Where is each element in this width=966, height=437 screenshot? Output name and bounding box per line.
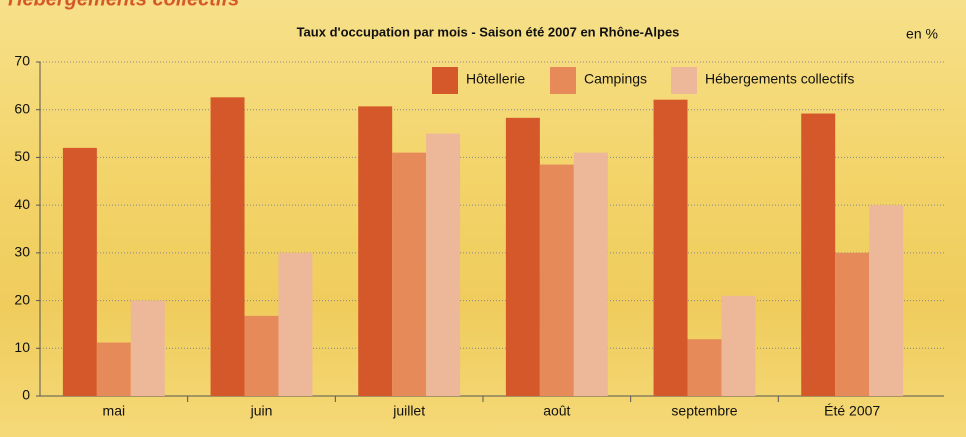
bar bbox=[801, 114, 835, 396]
bar bbox=[97, 343, 131, 396]
y-tick-label: 30 bbox=[14, 244, 30, 260]
bar bbox=[835, 253, 869, 396]
y-tick-label: 10 bbox=[14, 339, 30, 355]
page: Hébergements collectifs Taux d'occupatio… bbox=[0, 0, 966, 437]
bar bbox=[245, 316, 279, 396]
bar bbox=[721, 296, 755, 396]
x-tick-label: juillet bbox=[392, 403, 425, 419]
y-tick-label: 60 bbox=[14, 100, 30, 116]
bar bbox=[392, 153, 426, 396]
legend-label: Hôtellerie bbox=[466, 71, 525, 87]
bar bbox=[211, 97, 245, 396]
x-tick-label: mai bbox=[103, 403, 126, 419]
y-tick-label: 20 bbox=[14, 291, 30, 307]
y-tick-label: 0 bbox=[22, 387, 30, 403]
legend-swatch bbox=[432, 67, 458, 94]
bar bbox=[869, 205, 903, 396]
page-heading: Hébergements collectifs bbox=[8, 0, 239, 10]
y-tick-label: 50 bbox=[14, 148, 30, 164]
legend-swatch bbox=[671, 67, 697, 94]
bar bbox=[506, 118, 540, 396]
bar bbox=[63, 148, 97, 396]
x-tick-label: septembre bbox=[671, 403, 737, 419]
y-tick-label: 70 bbox=[14, 53, 30, 69]
bar bbox=[688, 339, 722, 396]
unit-label: en % bbox=[906, 26, 938, 42]
x-tick-label: juin bbox=[250, 403, 273, 419]
bar bbox=[426, 134, 460, 396]
x-tick-label: août bbox=[543, 403, 570, 419]
bar bbox=[654, 100, 688, 396]
y-tick-label: 40 bbox=[14, 196, 30, 212]
legend-label: Campings bbox=[584, 71, 647, 87]
chart: Hébergements collectifs Taux d'occupatio… bbox=[0, 0, 966, 437]
bar bbox=[540, 165, 574, 396]
legend-label: Hébergements collectifs bbox=[705, 71, 854, 87]
legend-swatch bbox=[550, 67, 576, 94]
chart-title: Taux d'occupation par mois - Saison été … bbox=[297, 24, 680, 39]
bar bbox=[574, 153, 608, 396]
bar bbox=[278, 253, 312, 396]
bar bbox=[131, 301, 165, 396]
bar bbox=[358, 106, 392, 396]
x-tick-label: Été 2007 bbox=[824, 403, 880, 419]
